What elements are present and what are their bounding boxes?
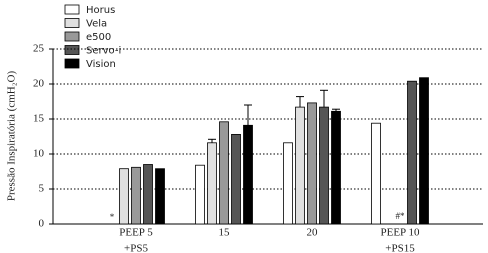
y-tick-label: 10 [33,148,45,160]
bar [419,77,429,225]
x-tick-label: PEEP 10 [380,227,420,239]
bar [319,106,329,225]
legend: Horus Vela e500 Servo-i Vision [64,4,121,70]
legend-label: e500 [86,32,111,43]
y-tick-label: 15 [33,113,45,125]
legend-swatch [64,18,80,28]
bar [371,122,381,225]
annotation: * [110,212,115,222]
legend-swatch [64,31,80,42]
bar [307,102,317,225]
annotation: #* [396,211,406,221]
bar [207,142,217,225]
legend-swatch [64,45,80,55]
legend-swatch [64,4,80,15]
bar [195,164,205,225]
x-tick-label: PEEP 5 [119,227,153,239]
legend-label: Vision [86,59,116,70]
bar [231,133,241,225]
bar [407,80,417,225]
y-tick-label: 5 [39,183,45,195]
legend-label: Servo-i [86,46,121,57]
legend-label: Vela [86,19,107,30]
bar [143,164,153,225]
bar [243,124,253,225]
legend-label: Horus [86,5,115,16]
bar [331,110,341,225]
bar [295,106,305,225]
bar [155,168,165,225]
legend-swatch [64,58,80,69]
x-tick-label: +PS5 [124,243,148,253]
x-tick-label: 20 [307,227,319,239]
y-axis-label: Pressão Inspiratória (cmH₂O) [6,71,18,202]
y-tick-label: 20 [33,78,45,90]
bar [131,166,141,225]
bar [283,142,293,225]
bar [219,121,229,225]
bar [119,168,129,225]
y-tick-label: 0 [39,218,45,230]
y-tick-label: 25 [33,43,45,55]
x-tick-label: +PS15 [385,243,415,253]
x-tick-label: 15 [219,227,231,239]
